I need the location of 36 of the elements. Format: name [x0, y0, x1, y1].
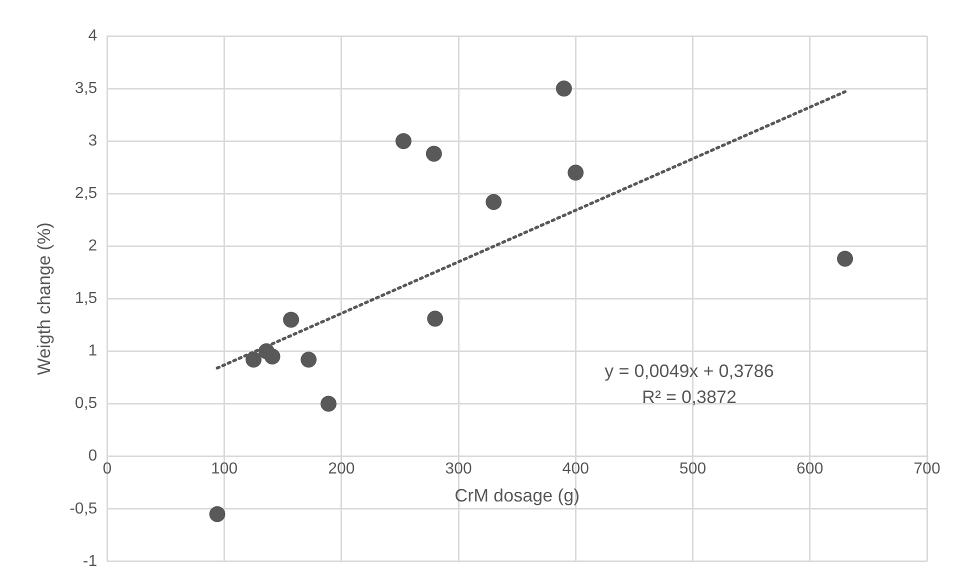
- point: [300, 352, 317, 368]
- y-tick-label: 0: [88, 448, 98, 465]
- x-tick-label: 0: [102, 460, 112, 478]
- x-tick-label: 100: [210, 460, 238, 478]
- x-tick-label: 200: [328, 460, 355, 478]
- x-tick-label: 400: [562, 460, 590, 478]
- y-tick-label: 2,5: [74, 185, 98, 202]
- y-tick-label: 4: [88, 27, 98, 44]
- y-tick-label: 2: [88, 238, 98, 255]
- y-tick-label: 3: [88, 132, 98, 150]
- point: [556, 80, 572, 97]
- annotation: R² = 0,3872: [642, 387, 737, 408]
- y-tick-label: 0,5: [74, 395, 98, 412]
- y-tick-label: -1: [82, 552, 98, 570]
- annotation: y = 0,0049x + 0,3786: [604, 361, 774, 382]
- y-axis-title: Weigth change (%): [34, 222, 54, 376]
- y-tick-label: 3,5: [74, 80, 98, 97]
- point: [246, 352, 262, 368]
- point: [486, 194, 502, 210]
- x-axis-title: CrM dosage (g): [454, 485, 580, 506]
- point: [320, 396, 337, 412]
- x-tick-label: 700: [914, 460, 940, 478]
- point: [427, 310, 444, 327]
- point: [837, 250, 854, 267]
- point: [209, 506, 226, 522]
- x-tick-label: 500: [679, 460, 706, 478]
- point: [283, 312, 300, 328]
- point: [426, 146, 442, 162]
- x-tick-label: 600: [796, 460, 824, 478]
- y-tick-label: 1: [88, 342, 98, 360]
- y-tick-label: -0,5: [70, 500, 98, 518]
- point: [395, 133, 412, 150]
- point: [568, 164, 584, 181]
- y-tick-label: 1,5: [74, 290, 98, 308]
- point: [264, 348, 280, 364]
- x-tick-label: 300: [445, 460, 472, 478]
